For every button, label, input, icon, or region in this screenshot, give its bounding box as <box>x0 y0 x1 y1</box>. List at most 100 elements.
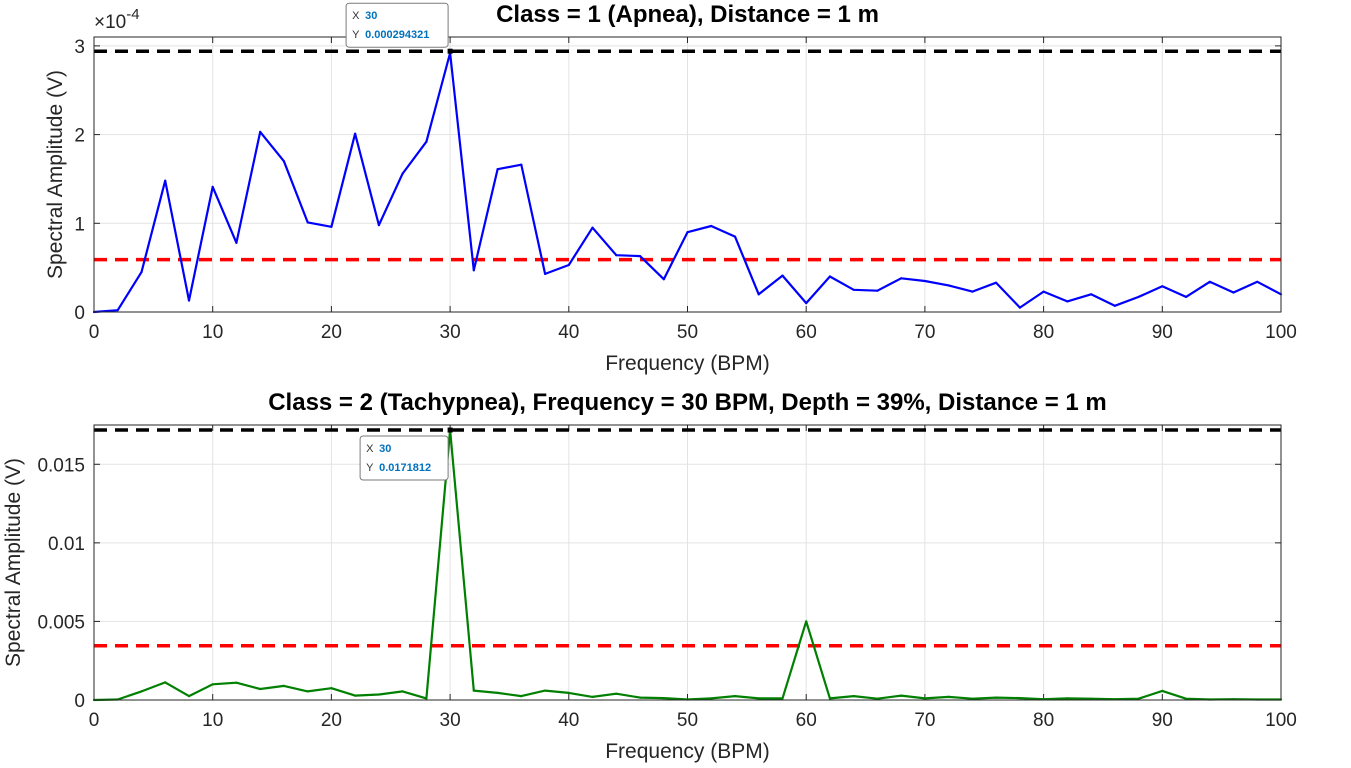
data-point <box>306 690 309 693</box>
y-tick-label: 2 <box>74 126 85 147</box>
x-tick-label: 40 <box>558 710 579 731</box>
data-point <box>544 272 547 275</box>
datatip-x-value: 30 <box>365 10 377 22</box>
data-point <box>710 697 713 700</box>
data-point <box>140 271 143 274</box>
y-tick-label: 0 <box>74 691 85 712</box>
y-tick-label: 0.015 <box>37 455 85 476</box>
data-point <box>1090 697 1093 700</box>
data-point <box>1137 295 1140 298</box>
data-point <box>472 689 475 692</box>
y-tick-label: 0 <box>74 303 85 324</box>
data-point <box>354 694 357 697</box>
data-point <box>1042 290 1045 293</box>
data-point <box>1208 280 1211 283</box>
data-point <box>1018 697 1022 700</box>
x-tick-label: 30 <box>440 710 461 731</box>
data-point <box>472 269 475 272</box>
x-tick-label: 50 <box>677 710 698 731</box>
data-point <box>591 226 594 229</box>
data-point <box>876 697 879 700</box>
x-tick-label: 70 <box>914 710 935 731</box>
data-point <box>923 279 927 283</box>
x-tick-label: 90 <box>1152 710 1173 731</box>
datatip-y-value: 0.0171812 <box>379 462 431 474</box>
data-point <box>1161 689 1164 693</box>
data-point <box>710 224 713 228</box>
x-tick-label: 10 <box>202 322 223 343</box>
data-point <box>235 241 238 244</box>
x-tick-label: 70 <box>914 322 935 343</box>
data-point <box>662 697 665 700</box>
y-tick-label: 3 <box>74 37 85 58</box>
data-point <box>852 695 855 698</box>
x-axis-label: Frequency (BPM) <box>605 740 770 763</box>
data-point <box>1232 291 1235 294</box>
data-point <box>567 263 570 267</box>
data-point <box>1018 306 1022 309</box>
data-point <box>900 277 903 280</box>
data-point <box>211 683 214 686</box>
data-point <box>425 697 428 700</box>
datatip-x-value: 30 <box>379 443 391 455</box>
data-point <box>1137 697 1140 700</box>
datatip-marker <box>447 48 453 54</box>
data-point <box>757 293 760 296</box>
y-tick-label: 1 <box>74 214 85 235</box>
data-point <box>282 160 285 163</box>
data-point <box>116 309 119 312</box>
y-tick-label: 0.01 <box>48 534 85 555</box>
x-tick-label: 80 <box>1033 710 1054 731</box>
data-point <box>401 172 404 175</box>
datatip-x-key: X <box>366 443 374 455</box>
data-point <box>1066 697 1069 700</box>
data-point <box>638 696 642 699</box>
axes-box <box>93 424 1282 701</box>
x-tick-label: 60 <box>796 710 817 731</box>
data-point <box>876 289 879 292</box>
data-point <box>995 696 998 699</box>
data-point <box>733 695 737 698</box>
x-tick-label: 10 <box>202 710 223 731</box>
x-tick-label: 60 <box>796 322 817 343</box>
y-axis-label: Spectral Amplitude (V) <box>44 70 67 279</box>
data-point <box>1090 293 1093 296</box>
data-point <box>1184 295 1188 298</box>
x-tick-label: 40 <box>558 322 579 343</box>
data-point <box>615 254 618 257</box>
data-point <box>733 235 737 238</box>
data-point <box>140 690 143 693</box>
x-tick-label: 20 <box>321 710 342 731</box>
x-tick-label: 0 <box>89 710 100 731</box>
data-point <box>1113 304 1116 307</box>
data-point <box>377 224 380 227</box>
data-point <box>187 299 191 302</box>
data-point <box>828 275 832 278</box>
data-point <box>544 689 547 692</box>
data-point <box>567 691 570 695</box>
data-point <box>354 132 357 135</box>
x-tick-label: 90 <box>1152 322 1173 343</box>
chart-title: Class = 2 (Tachypnea), Frequency = 30 BP… <box>268 389 1107 416</box>
datatip-box <box>359 435 449 481</box>
x-tick-label: 100 <box>1265 322 1297 343</box>
data-point <box>259 687 262 691</box>
data-point <box>638 255 642 258</box>
data-point <box>923 697 927 700</box>
data-point <box>306 221 309 224</box>
data-point <box>401 690 404 693</box>
data-point <box>425 140 428 143</box>
data-point <box>947 695 950 699</box>
data-point <box>615 692 618 695</box>
data-point <box>496 168 499 171</box>
data-point <box>686 231 689 234</box>
data-point <box>187 695 191 698</box>
x-tick-label: 20 <box>321 322 342 343</box>
apnea-spectrum-chart: 0 10 20 30 40 50 60 70 80 90 100 0 1 2 3 Class = 1 (Apn… <box>44 1 1297 375</box>
data-point <box>235 681 238 684</box>
chart-title: Class = 1 (Apnea), Distance = 1 m <box>496 1 879 28</box>
data-point <box>995 281 998 284</box>
x-tick-label: 100 <box>1265 710 1297 731</box>
x-tick-label: 80 <box>1033 322 1054 343</box>
